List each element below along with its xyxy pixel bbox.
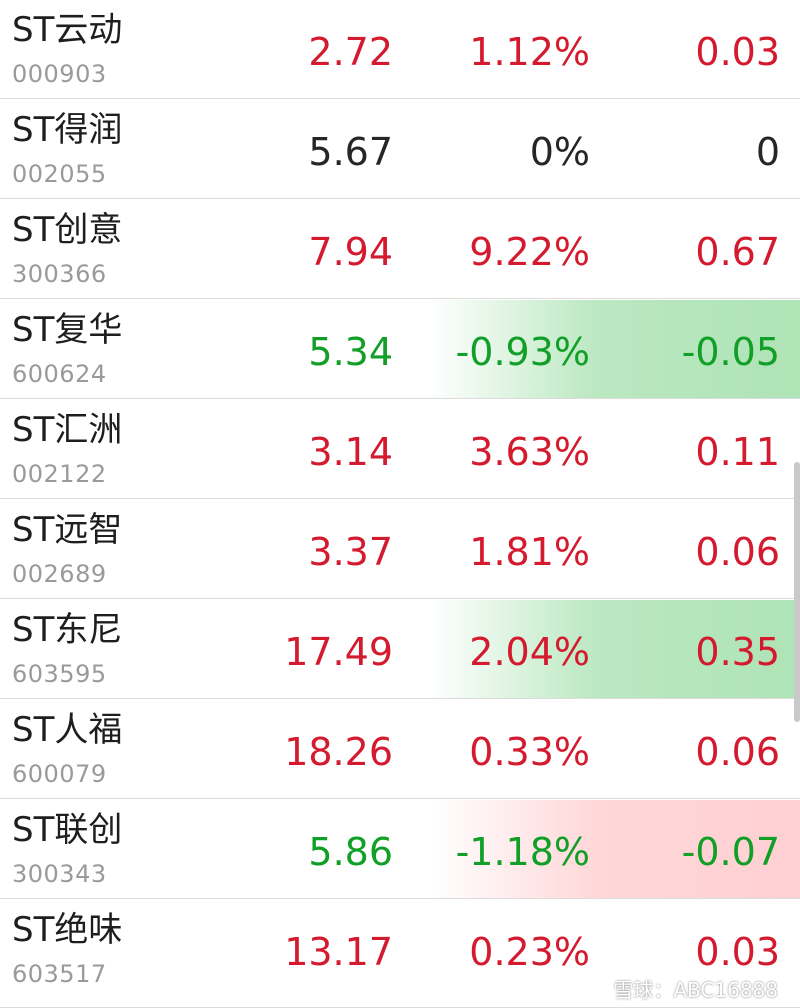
stock-name: ST人福 bbox=[12, 710, 123, 750]
stock-code: 000903 bbox=[12, 60, 107, 88]
watermark-text: 雪球：ABC16888 bbox=[613, 978, 778, 1002]
stock-price: 18.26 bbox=[284, 730, 393, 774]
stock-change-percent: 9.22% bbox=[469, 230, 590, 274]
stock-name: ST东尼 bbox=[12, 610, 123, 650]
stock-change-amount: 0.06 bbox=[695, 530, 780, 574]
stock-price: 17.49 bbox=[284, 630, 393, 674]
stock-change-percent: 2.04% bbox=[469, 630, 590, 674]
stock-code: 600624 bbox=[12, 360, 107, 388]
stock-change-percent: -1.18% bbox=[455, 830, 590, 874]
price-flash-highlight bbox=[430, 100, 800, 198]
stock-price: 7.94 bbox=[308, 230, 393, 274]
stock-code: 600079 bbox=[12, 760, 107, 788]
stock-change-amount: 0.03 bbox=[695, 930, 780, 974]
stock-code: 002689 bbox=[12, 560, 107, 588]
stock-row[interactable]: ST创意 300366 7.94 9.22% 0.67 bbox=[0, 200, 800, 299]
stock-change-percent: 1.81% bbox=[469, 530, 590, 574]
stock-price: 5.34 bbox=[308, 330, 393, 374]
stock-change-amount: 0.11 bbox=[695, 430, 780, 474]
stock-change-percent: 0% bbox=[529, 130, 590, 174]
stock-change-amount: 0 bbox=[755, 130, 780, 174]
stock-change-percent: 1.12% bbox=[469, 30, 590, 74]
stock-row[interactable]: ST汇洲 002122 3.14 3.63% 0.11 bbox=[0, 400, 800, 499]
stock-change-amount: 0.67 bbox=[695, 230, 780, 274]
stock-name: ST创意 bbox=[12, 210, 123, 250]
stock-price: 5.67 bbox=[308, 130, 393, 174]
stock-name: ST远智 bbox=[12, 510, 123, 550]
stock-code: 603517 bbox=[12, 960, 107, 988]
stock-name: ST得润 bbox=[12, 110, 123, 150]
scrollbar-thumb[interactable] bbox=[794, 462, 800, 722]
stock-name: ST汇洲 bbox=[12, 410, 123, 450]
stock-price: 13.17 bbox=[284, 930, 393, 974]
stock-row[interactable]: ST联创 300343 5.86 -1.18% -0.07 bbox=[0, 800, 800, 899]
stock-code: 603595 bbox=[12, 660, 107, 688]
stock-price: 3.37 bbox=[308, 530, 393, 574]
stock-code: 002122 bbox=[12, 460, 107, 488]
stock-change-percent: 0.33% bbox=[469, 730, 590, 774]
stock-change-amount: 0.03 bbox=[695, 30, 780, 74]
stock-code: 002055 bbox=[12, 160, 107, 188]
stock-change-amount: 0.35 bbox=[695, 630, 780, 674]
snowball-logo-icon bbox=[587, 979, 609, 1001]
stock-change-amount: -0.07 bbox=[681, 830, 780, 874]
watermark: 雪球：ABC16888 bbox=[587, 978, 778, 1002]
stock-name: ST复华 bbox=[12, 310, 123, 350]
stock-row[interactable]: ST绝味 603517 13.17 0.23% 0.03 bbox=[0, 900, 800, 1008]
stock-name: ST联创 bbox=[12, 810, 123, 850]
stock-row[interactable]: ST云动 000903 2.72 1.12% 0.03 bbox=[0, 0, 800, 99]
stock-code: 300366 bbox=[12, 260, 107, 288]
stock-change-amount: -0.05 bbox=[681, 330, 780, 374]
stock-row[interactable]: ST得润 002055 5.67 0% 0 bbox=[0, 100, 800, 199]
stock-change-percent: 3.63% bbox=[469, 430, 590, 474]
stock-name: ST绝味 bbox=[12, 910, 123, 950]
stock-price: 2.72 bbox=[308, 30, 393, 74]
stock-row[interactable]: ST人福 600079 18.26 0.33% 0.06 bbox=[0, 700, 800, 799]
stock-change-percent: -0.93% bbox=[455, 330, 590, 374]
stock-row[interactable]: ST东尼 603595 17.49 2.04% 0.35 bbox=[0, 600, 800, 699]
stock-name: ST云动 bbox=[12, 10, 123, 50]
stock-price: 5.86 bbox=[308, 830, 393, 874]
stock-row[interactable]: ST远智 002689 3.37 1.81% 0.06 bbox=[0, 500, 800, 599]
stock-price: 3.14 bbox=[308, 430, 393, 474]
stock-change-percent: 0.23% bbox=[469, 930, 590, 974]
stock-code: 300343 bbox=[12, 860, 107, 888]
stock-change-amount: 0.06 bbox=[695, 730, 780, 774]
stock-row[interactable]: ST复华 600624 5.34 -0.93% -0.05 bbox=[0, 300, 800, 399]
